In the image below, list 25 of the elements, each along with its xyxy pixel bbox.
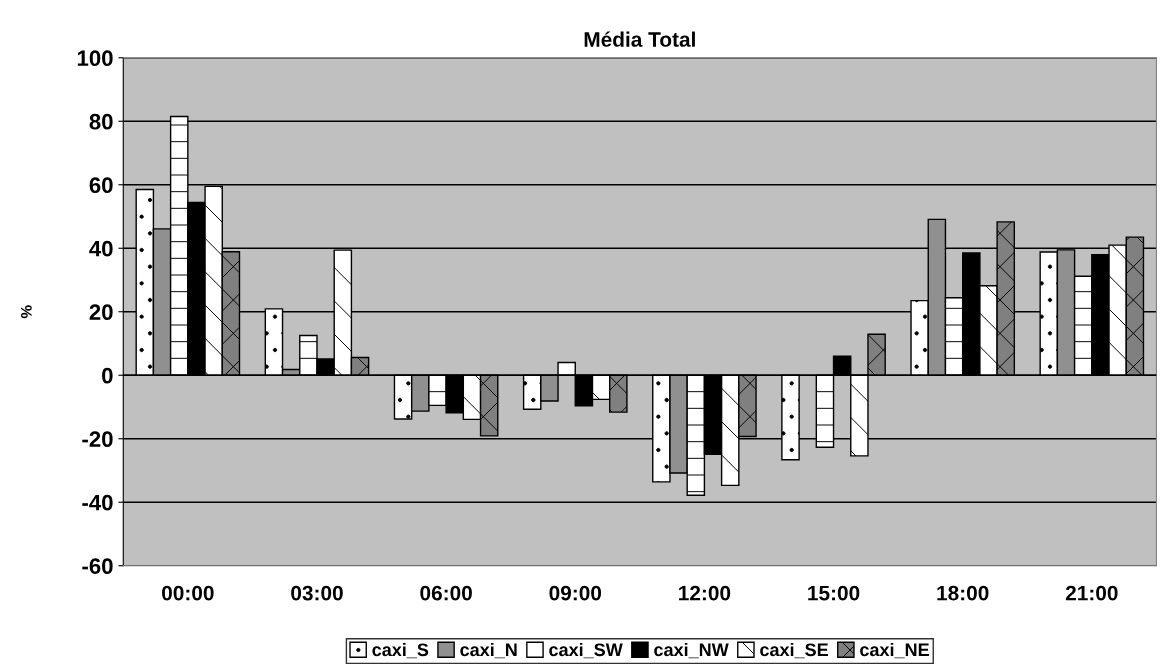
x-tick-label: 06:00 [420,585,472,601]
y-tick-label: 60 [89,177,113,194]
y-tick-label: -20 [82,431,113,448]
chart-title: Média Total [584,31,695,47]
legend-label: caxi_SE [760,642,828,659]
legend-label: caxi_NE [860,642,929,659]
y-tick-label: 20 [89,304,113,321]
x-tick-label: 15:00 [808,585,860,601]
x-tick-label: 00:00 [162,585,214,601]
y-tick-label: 80 [89,113,113,130]
legend-label: caxi_NW [654,642,729,659]
x-tick-label: 09:00 [549,585,602,601]
y-tick-label: 40 [89,240,113,257]
legend-label: caxi_S [372,642,429,659]
x-tick-label: 21:00 [1065,585,1118,601]
x-tick-label: 12:00 [679,585,731,601]
y-tick-label: -40 [82,494,113,511]
y-tick-label: 100 [77,50,113,67]
x-tick-label: 03:00 [291,585,343,601]
legend-label: caxi_SW [549,642,623,659]
legend-label: caxi_N [460,642,517,659]
y-axis-title: % [21,305,32,319]
y-tick-label: -60 [82,558,113,574]
y-tick-label: 0 [102,367,113,384]
x-tick-label: 18:00 [937,585,989,601]
